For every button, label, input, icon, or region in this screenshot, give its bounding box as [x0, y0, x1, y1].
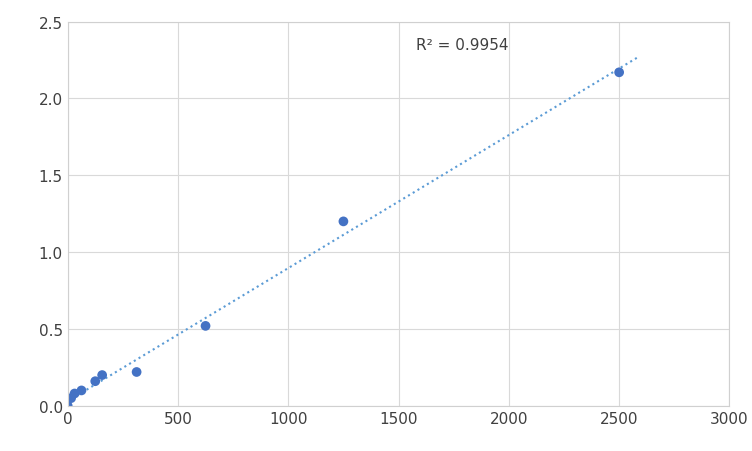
Point: [75, 387, 87, 394]
Point: [131, 368, 143, 376]
Point: [96, 372, 108, 379]
Point: [68, 390, 80, 397]
Point: [613, 69, 625, 77]
Point: [199, 322, 211, 330]
Point: [62, 402, 74, 410]
Point: [65, 395, 77, 402]
Point: [338, 218, 350, 226]
Point: [89, 378, 102, 385]
Text: R² = 0.9954: R² = 0.9954: [416, 38, 508, 53]
